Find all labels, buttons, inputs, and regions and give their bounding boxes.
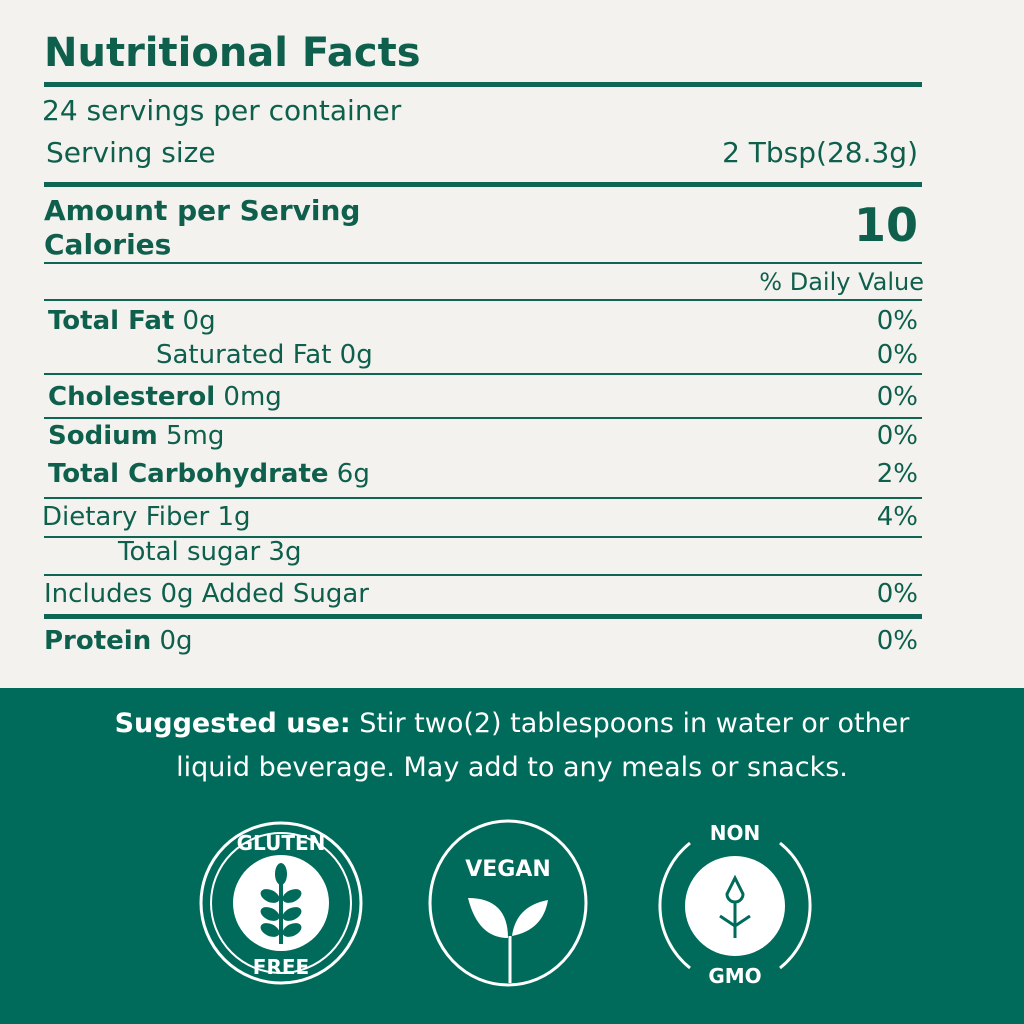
nutrient-amount: 0mg <box>215 382 282 412</box>
nutrient-amount: Dietary Fiber 1g <box>42 502 251 532</box>
nutrient-row-label: Includes 0g Added Sugar <box>44 579 369 609</box>
amount-per-serving: Amount per Serving <box>44 194 361 227</box>
daily-value-header: % Daily Value <box>759 268 924 296</box>
serving-size-value: 2 Tbsp(28.3g) <box>722 136 918 169</box>
suggested-use-panel: Suggested use: Stir two(2) tablespoons i… <box>0 688 1024 1024</box>
daily-value-percent: 0% <box>876 626 918 656</box>
daily-value-percent: 0% <box>876 382 918 412</box>
svg-text:GLUTEN: GLUTEN <box>237 831 326 855</box>
suggested-use-text: Suggested use: Stir two(2) tablespoons i… <box>114 708 910 783</box>
svg-text:VEGAN: VEGAN <box>465 857 551 882</box>
nutrient-amount: Includes 0g Added Sugar <box>44 579 369 609</box>
nutrient-amount: 0g <box>151 626 193 656</box>
serving-size-label: Serving size <box>46 136 216 169</box>
nutrient-row-label: Cholesterol 0mg <box>48 382 282 412</box>
nutrient-amount: 5mg <box>157 421 225 451</box>
calories-label: Calories <box>44 228 172 261</box>
daily-value-percent: 0% <box>876 340 918 370</box>
vegan-badge: VEGAN <box>428 819 588 987</box>
nutrient-name: Cholesterol <box>48 382 216 412</box>
nutrient-name: Protein <box>44 626 152 656</box>
nutrient-row-label: Saturated Fat 0g <box>156 340 373 370</box>
calories-value: 10 <box>853 198 918 252</box>
nutrient-name: Total Fat <box>48 306 175 336</box>
thick-divider <box>44 82 922 87</box>
nutrient-name: Sodium <box>48 421 158 451</box>
svg-text:FREE: FREE <box>253 955 309 979</box>
gluten-free-badge: GLUTEN FREE <box>199 821 363 985</box>
divider <box>44 262 922 264</box>
daily-value-percent: 4% <box>876 502 918 532</box>
thick-divider <box>44 182 922 187</box>
title: Nutritional Facts <box>44 30 421 76</box>
divider <box>44 299 922 301</box>
svg-text:NON: NON <box>710 821 760 845</box>
nutrient-amount: 6g <box>328 459 370 489</box>
nutrient-row-label: Protein 0g <box>44 626 193 656</box>
nutrient-amount: 0g <box>174 306 216 336</box>
nutrient-row-label: Sodium 5mg <box>48 421 224 451</box>
servings-per-container: 24 servings per container <box>42 94 402 127</box>
svg-text:GMO: GMO <box>708 964 761 988</box>
nutrient-row-label: Total sugar 3g <box>118 537 301 567</box>
nutrient-amount: Saturated Fat 0g <box>156 340 373 370</box>
daily-value-percent: 0% <box>876 579 918 609</box>
nutrient-amount: Total sugar 3g <box>118 537 302 567</box>
daily-value-percent: 2% <box>876 459 918 489</box>
non-gmo-badge: NON GMO <box>658 821 812 988</box>
daily-value-percent: 0% <box>876 306 918 336</box>
nutrient-name: Total Carbohydrate <box>48 459 329 489</box>
daily-value-percent: 0% <box>876 421 918 451</box>
nutrient-row-label: Dietary Fiber 1g <box>42 502 251 532</box>
nutrient-row-label: Total Carbohydrate 6g <box>48 459 370 489</box>
nutrient-row-label: Total Fat 0g <box>48 306 216 336</box>
